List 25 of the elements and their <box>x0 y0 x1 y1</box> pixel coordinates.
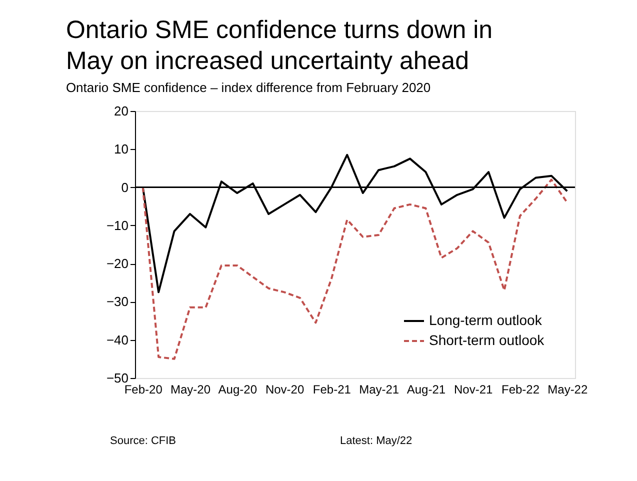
legend-label: Long-term outlook <box>429 312 543 328</box>
x-tick-label: Feb-22 <box>501 382 540 396</box>
line-series <box>142 178 568 360</box>
text: Latest: May/22 <box>340 435 412 447</box>
x-tick-label: Feb-21 <box>312 382 352 396</box>
source-note: Source: CFIB <box>110 435 176 447</box>
y-tick-label: 0 <box>121 180 128 195</box>
chart-subtitle: Ontario SME confidence – index difference from February 2020 <box>66 80 431 95</box>
chart-title: Ontario SME confidence turns down in May on increased uncertainty ahead <box>66 16 493 75</box>
y-tick-label: −10 <box>106 218 128 233</box>
x-tick-label: May-21 <box>359 382 400 396</box>
x-tick-label: May-22 <box>548 382 588 396</box>
legend-label: Short-term outlook <box>429 332 546 348</box>
y-tick-label: −50 <box>106 370 128 386</box>
y-tick-label: −20 <box>106 256 128 272</box>
x-tick-label: Aug-20 <box>218 382 258 396</box>
y-tick-label: 20 <box>114 104 128 118</box>
y-tick-label: 10 <box>114 142 128 157</box>
x-tick-label: Nov-21 <box>454 382 494 396</box>
x-tick-label: Nov-20 <box>265 382 304 396</box>
y-tick-label: −30 <box>106 294 128 310</box>
y-tick-label: −40 <box>106 332 128 348</box>
x-tick-label: Aug-21 <box>406 382 446 396</box>
x-tick-label: May-20 <box>170 382 211 396</box>
x-tick-label: Feb-20 <box>124 382 163 396</box>
